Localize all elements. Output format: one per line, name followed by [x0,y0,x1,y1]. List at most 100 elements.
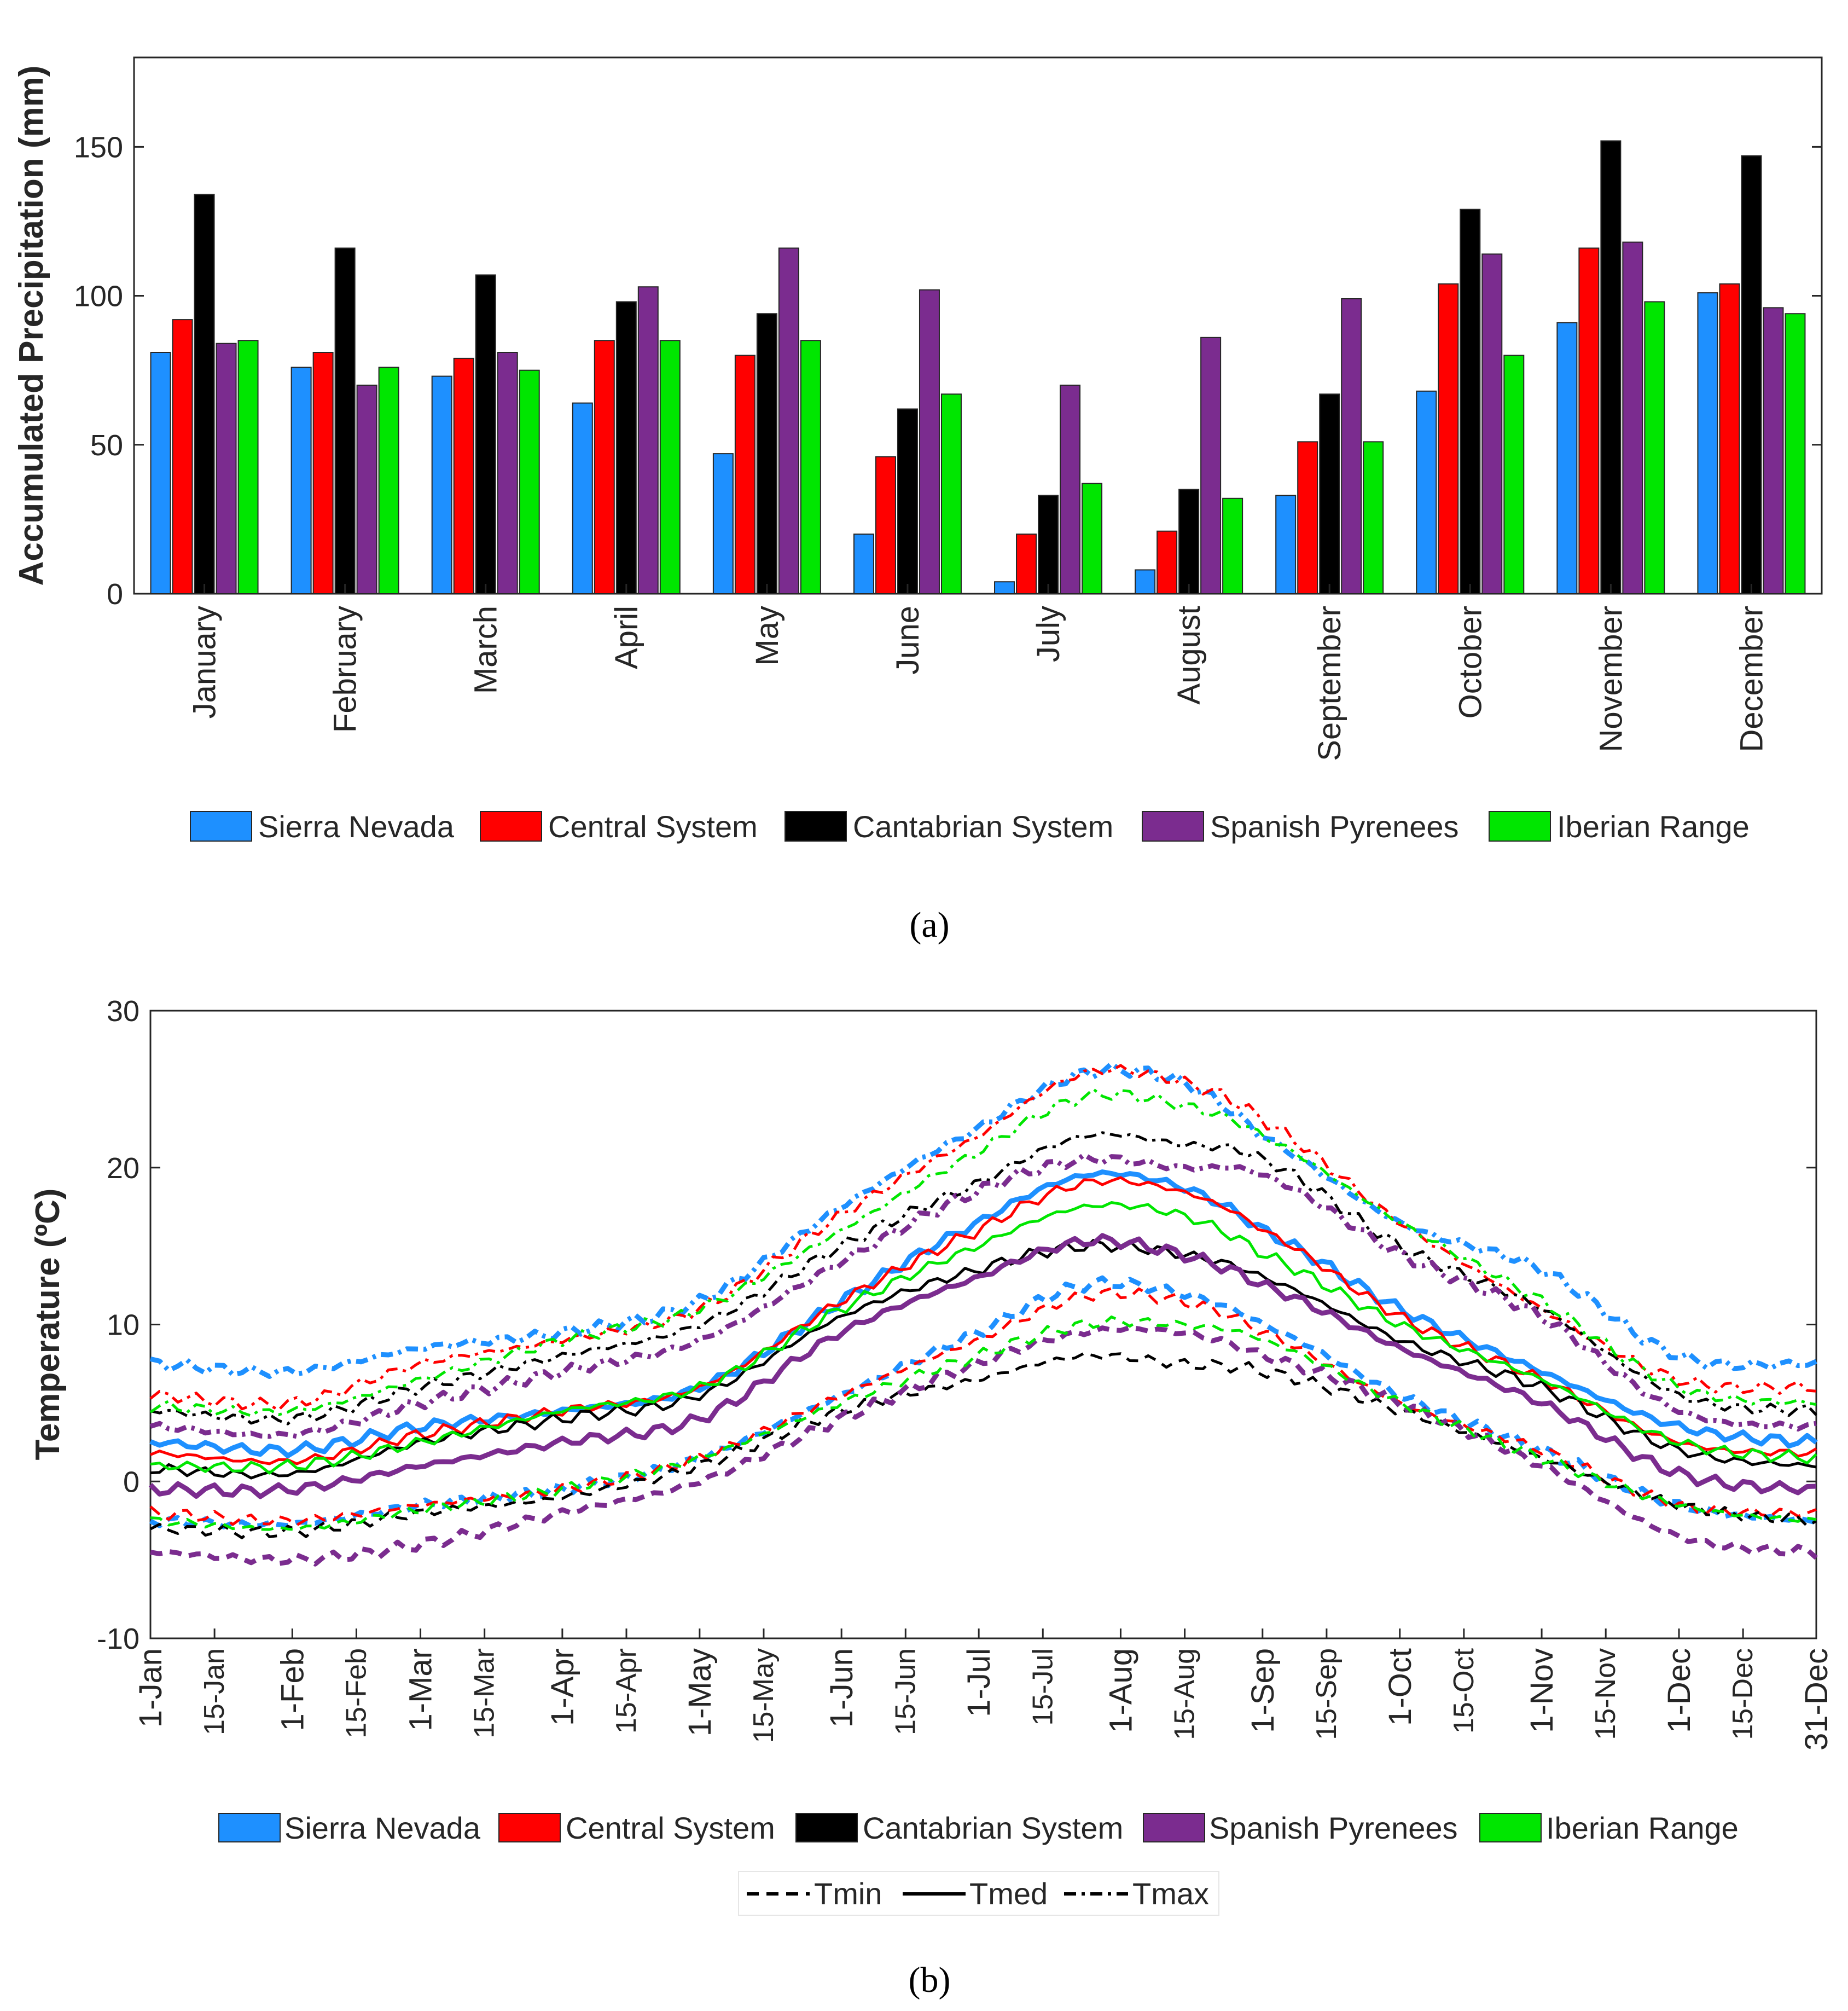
panel-b-x-tick-label-15-feb: 15-Feb [340,1648,372,1738]
panel-b-y-tick-label: -10 [97,1622,140,1655]
bar-december-spanish-pyrenees [1763,307,1784,594]
panel-b-x-tick-label-1-jan: 1-Jan [133,1648,168,1728]
bar-september-sierra-nevada [1275,495,1297,594]
bar-february-sierra-nevada [290,367,312,594]
panel-b-x-ticks: 1-Jan 15-Jan 1-Feb 15-Feb 1-Mar 15-Mar 1-Apr 15… [133,1628,1834,1751]
bar-july-cantabrian-system [1038,495,1059,594]
legend-b-swatch-cantabrian-system [795,1813,858,1842]
legend-a-swatch-central-system [480,811,542,842]
panel-b-x-tick-label-15-jun: 15-Jun [890,1648,921,1735]
line-spanish-pyrenees-tmax [149,1152,1817,1439]
panel-b-x-tick-label-1-nov: 1-Nov [1524,1648,1560,1733]
panel-b-x-tick-label-15-apr: 15-Apr [611,1648,642,1734]
bar-february-iberian-range [378,367,399,594]
legend-b-item-spanish-pyrenees: Spanish Pyrenees [1143,1811,1458,1845]
line-sierra-nevada-tmax [149,1061,1817,1379]
bar-may-central-system [734,355,756,594]
legend-a-item-central-system: Central System [480,809,758,844]
legend-a-item-cantabrian-system: Cantabrian System [784,809,1113,844]
bar-november-central-system [1578,247,1600,594]
legend-a-label-spanish-pyrenees: Spanish Pyrenees [1210,809,1459,844]
bar-november-cantabrian-system [1600,140,1622,594]
bar-february-spanish-pyrenees [356,384,377,595]
panel-a-x-tick-label-march: March [468,606,504,694]
bar-may-cantabrian-system [756,313,777,594]
panel-b-legend: Sierra Nevada Central System Cantabrian … [218,1811,1739,1845]
legend-b-item-cantabrian-system: Cantabrian System [795,1811,1123,1845]
bar-june-iberian-range [940,393,962,594]
bar-january-spanish-pyrenees [216,343,237,595]
legend-a-label-cantabrian-system: Cantabrian System [853,809,1113,844]
line-sierra-nevada-tmin [149,1275,1817,1529]
panel-b-x-tick-label-1-aug: 1-Aug [1103,1648,1138,1733]
legend-a-swatch-sierra-nevada [190,811,252,842]
bar-april-cantabrian-system [615,301,637,594]
panel-b-x-tick-label-31-dec: 31-Dec [1799,1648,1834,1751]
panel-a-x-tick-label-december: December [1734,606,1769,752]
bar-december-iberian-range [1785,313,1806,594]
line-iberian-range-tmin [150,1315,1817,1532]
panel-a-x-tick-label-may: May [749,606,785,666]
panel-a-y-ticks: 0 50 100 150 [74,131,1822,611]
panel-b-x-tick-label-1-oct: 1-Oct [1382,1648,1418,1726]
panel-b-y-axis-title: Temperature (ºC) [29,1189,67,1461]
bar-january-cantabrian-system [194,194,215,594]
panel-a-x-tick-label-november: November [1593,606,1629,752]
bar-december-central-system [1719,283,1740,594]
line-cantabrian-system-tmin [149,1352,1817,1539]
panel-a-caption: (a) [909,905,949,945]
bar-october-central-system [1438,283,1459,594]
panel-a-x-tick-label-april: April [609,606,644,669]
bar-september-cantabrian-system [1319,393,1340,594]
panel-b-x-tick-label-15-oct: 15-Oct [1448,1648,1480,1734]
bar-april-iberian-range [659,340,681,594]
panel-b-lines [148,1061,1818,1567]
line-spanish-pyrenees-tmed [148,1233,1817,1499]
panel-a-x-tick-label-january: January [187,606,223,718]
panel-a-x-tick-label-june: June [890,606,926,675]
bar-october-cantabrian-system [1460,208,1481,594]
legend-b-label-central-system: Central System [566,1811,775,1845]
bar-june-spanish-pyrenees [919,289,940,594]
bar-december-sierra-nevada [1697,292,1718,594]
bar-january-iberian-range [237,340,259,594]
panel-a-y-tick-label: 50 [90,429,123,462]
panel-b-x-tick-label-1-may: 1-May [682,1648,718,1736]
panel-a-x-tick-label-october: October [1452,606,1488,718]
legend-b-label-cantabrian-system: Cantabrian System [863,1811,1123,1845]
bar-april-spanish-pyrenees [637,286,659,594]
bar-april-central-system [594,340,615,594]
panel-b-x-tick-label-15-may: 15-May [748,1648,780,1743]
panel-b: -10 0 10 20 30 1-Jan 15-Jan 1-Feb 15-Feb 1-Mar 15… [29,995,1834,2000]
panel-b-x-tick-label-15-sep: 15-Sep [1311,1648,1343,1740]
panel-a-legend: Sierra Nevada Central System Cantabrian … [185,802,1773,854]
line-spanish-pyrenees-tmin [150,1325,1818,1567]
legend-a-label-central-system: Central System [548,809,758,844]
legend-b-label-sierra-nevada: Sierra Nevada [284,1811,481,1845]
panel-b-x-tick-label-15-dec: 15-Dec [1727,1648,1759,1740]
panel-b-plot-area [149,1010,1817,1639]
legend-b-item-sierra-nevada: Sierra Nevada [218,1811,481,1845]
panel-a-x-tick-label-july: July [1031,606,1066,662]
panel-b-x-tick-label-1-dec: 1-Dec [1661,1648,1697,1733]
bar-april-sierra-nevada [572,402,593,594]
bar-march-sierra-nevada [431,375,452,594]
legend-b-swatch-sierra-nevada [218,1813,281,1842]
panel-b-x-tick-label-15-aug: 15-Aug [1169,1648,1201,1740]
line-central-system-tmax [149,1064,1817,1412]
panel-a-y-tick-label: 100 [74,280,123,313]
legend-b-swatch-spanish-pyrenees [1143,1813,1205,1842]
panel-a-y-axis-title: Accumulated Precipitation (mm) [13,66,50,586]
bar-july-sierra-nevada [994,581,1015,594]
bar-october-iberian-range [1503,355,1525,594]
bar-july-iberian-range [1082,483,1103,594]
bar-june-cantabrian-system [897,408,918,594]
bar-july-central-system [1016,534,1037,594]
panel-b-y-tick-label: 0 [123,1465,140,1498]
bar-march-central-system [453,357,474,595]
bar-november-sierra-nevada [1556,322,1578,594]
bar-february-central-system [312,352,334,594]
legend-b-item-iberian-range: Iberian Range [1479,1811,1739,1845]
bar-august-spanish-pyrenees [1200,337,1222,594]
bar-august-central-system [1157,530,1178,595]
